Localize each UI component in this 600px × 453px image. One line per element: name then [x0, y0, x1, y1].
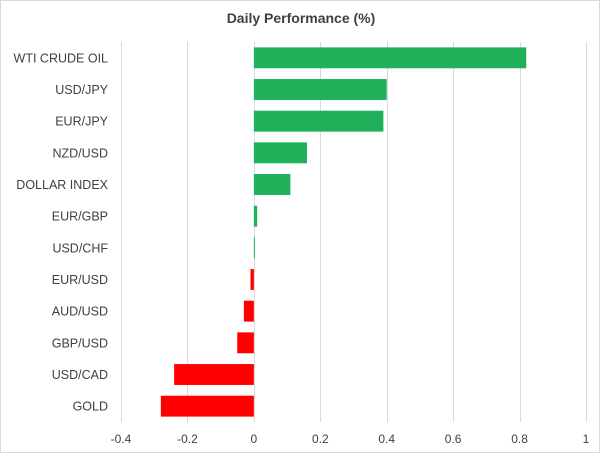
category-label: EUR/JPY: [55, 115, 108, 129]
bar: [253, 79, 387, 100]
bar: [243, 300, 254, 322]
category-label: WTI CRUDE OIL: [14, 51, 108, 65]
x-tick-label: 0: [251, 432, 258, 446]
bar: [174, 364, 254, 385]
x-tick-label: 1: [583, 432, 590, 446]
x-tick-label: 0.6: [445, 432, 462, 446]
category-label: GOLD: [73, 400, 108, 414]
bar: [253, 47, 527, 69]
x-tick-label: -0.4: [111, 432, 132, 446]
bar: [160, 395, 254, 417]
category-label: EUR/GBP: [52, 210, 108, 224]
category-label: DOLLAR INDEX: [16, 178, 108, 192]
bar: [253, 110, 384, 132]
category-label: GBP/USD: [52, 336, 108, 350]
x-tick-label: 0.4: [378, 432, 395, 446]
x-tick-label: 0.8: [511, 432, 528, 446]
bar: [253, 174, 291, 195]
category-label: USD/CHF: [52, 241, 108, 255]
category-label: NZD/USD: [52, 146, 108, 160]
x-tick-label: -0.2: [177, 432, 198, 446]
x-tick-label: 0.2: [312, 432, 329, 446]
bar: [253, 142, 307, 164]
category-label: USD/JPY: [55, 83, 108, 97]
bar: [253, 237, 255, 259]
chart-title: Daily Performance (%): [226, 10, 376, 26]
bar: [250, 269, 254, 290]
bar: [253, 205, 258, 227]
category-label: USD/CAD: [52, 368, 108, 382]
category-label: AUD/USD: [52, 305, 108, 319]
bar: [237, 332, 254, 354]
category-label: EUR/USD: [52, 273, 108, 287]
